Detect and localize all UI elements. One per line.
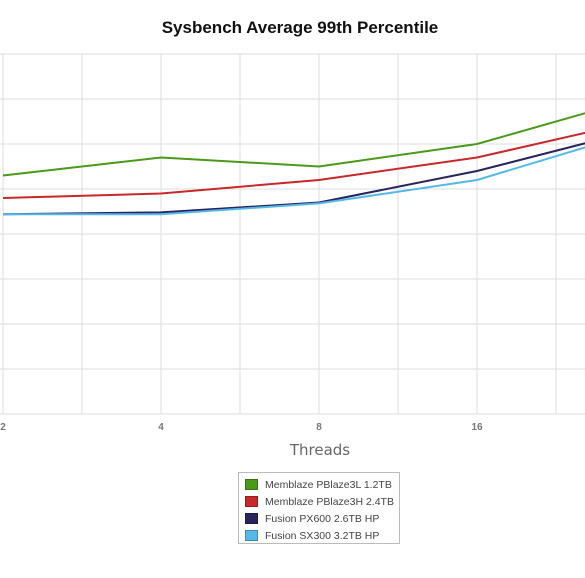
x-tick-label: 8 xyxy=(316,422,322,433)
series-line-3 xyxy=(3,146,585,216)
legend-label: Fusion SX300 3.2TB HP xyxy=(265,529,380,542)
legend-label: Fusion PX600 2.6TB HP xyxy=(265,512,380,525)
series-line-2 xyxy=(2,142,585,216)
legend-label: Memblaze PBlaze3L 1.2TB xyxy=(265,478,392,491)
legend-item[interactable]: Fusion SX300 3.2TB HP xyxy=(245,527,399,544)
x-tick-labels: 2 4 8 16 xyxy=(0,422,483,433)
x-tick-label: 4 xyxy=(158,422,164,433)
legend-swatch-2 xyxy=(245,513,258,524)
grid-lines xyxy=(0,53,585,415)
series-line-1 xyxy=(2,131,585,199)
x-tick-label: 2 xyxy=(0,422,6,433)
series-lines xyxy=(2,112,585,216)
legend-swatch-3 xyxy=(245,530,258,541)
legend-item[interactable]: Memblaze PBlaze3L 1.2TB xyxy=(245,476,399,493)
legend: Memblaze PBlaze3L 1.2TB Memblaze PBlaze3… xyxy=(238,472,400,544)
series-line-0 xyxy=(2,112,585,177)
legend-item[interactable]: Fusion PX600 2.6TB HP xyxy=(245,510,399,527)
x-tick-label: 16 xyxy=(471,422,483,433)
chart-title: Sysbench Average 99th Percentile xyxy=(161,18,439,37)
legend-item[interactable]: Memblaze PBlaze3H 2.4TB xyxy=(245,493,399,510)
x-axis-label: Threads xyxy=(289,441,350,459)
legend-swatch-1 xyxy=(245,496,258,507)
legend-label: Memblaze PBlaze3H 2.4TB xyxy=(265,495,394,508)
legend-swatch-0 xyxy=(245,479,258,490)
